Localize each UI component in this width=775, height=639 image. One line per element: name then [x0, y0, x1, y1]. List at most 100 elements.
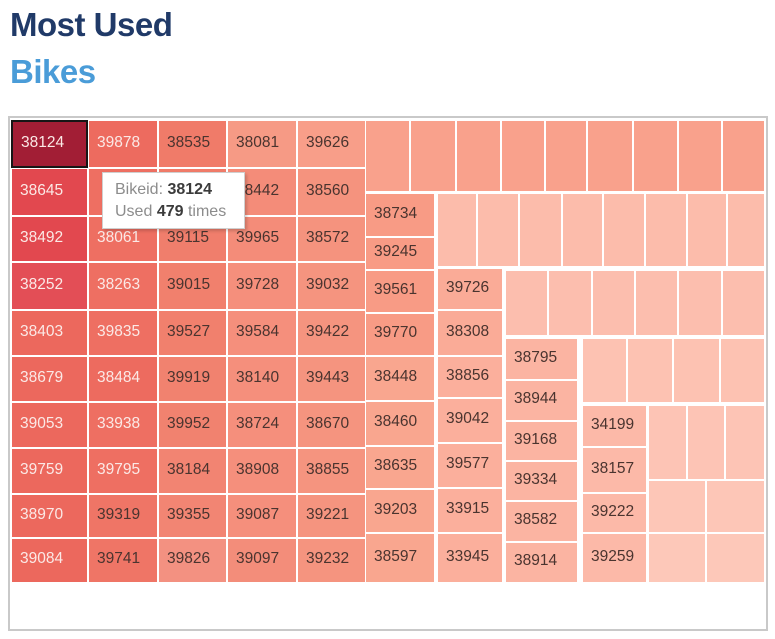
treemap-cell[interactable]: [456, 120, 501, 192]
treemap-cell-39203[interactable]: 39203: [365, 489, 435, 533]
treemap-cell[interactable]: [592, 270, 635, 336]
treemap-cell-38140[interactable]: 38140: [227, 356, 297, 402]
treemap-cell[interactable]: [725, 405, 765, 480]
treemap-cell-39577[interactable]: 39577: [437, 443, 503, 488]
treemap-cell-38252[interactable]: 38252: [11, 262, 88, 310]
treemap-cell-38855[interactable]: 38855: [297, 448, 366, 494]
treemap-cell-38484[interactable]: 38484: [88, 356, 158, 402]
treemap-cell-39319[interactable]: 39319: [88, 494, 158, 538]
treemap-cell-39355[interactable]: 39355: [158, 494, 227, 538]
treemap-cell-38157[interactable]: 38157: [582, 447, 647, 493]
treemap-cell-38944[interactable]: 38944: [505, 380, 578, 421]
treemap-cell-33945[interactable]: 33945: [437, 533, 503, 583]
treemap-cell[interactable]: [678, 120, 722, 192]
treemap-cell[interactable]: [687, 405, 725, 480]
treemap-cell-39561[interactable]: 39561: [365, 270, 435, 313]
treemap-cell-39222[interactable]: 39222: [582, 493, 647, 533]
treemap-cell[interactable]: [477, 193, 519, 267]
treemap-cell[interactable]: [648, 405, 687, 480]
treemap-cell-38492[interactable]: 38492: [11, 216, 88, 262]
treemap-cell-39795[interactable]: 39795: [88, 448, 158, 494]
treemap-cell-39422[interactable]: 39422: [297, 310, 366, 356]
treemap-cell-39042[interactable]: 39042: [437, 398, 503, 443]
treemap-cell-38970[interactable]: 38970: [11, 494, 88, 538]
treemap-cell[interactable]: [582, 338, 627, 403]
treemap-cell-38908[interactable]: 38908: [227, 448, 297, 494]
treemap-cell-38635[interactable]: 38635: [365, 446, 435, 489]
treemap-cell-39919[interactable]: 39919: [158, 356, 227, 402]
treemap-cell-39759[interactable]: 39759: [11, 448, 88, 494]
treemap-cell[interactable]: [635, 270, 678, 336]
treemap-cell-38795[interactable]: 38795: [505, 338, 578, 380]
treemap-cell-39087[interactable]: 39087: [227, 494, 297, 538]
treemap-cell-39221[interactable]: 39221: [297, 494, 366, 538]
treemap-cell-38670[interactable]: 38670: [297, 402, 366, 448]
treemap-cell-38081[interactable]: 38081: [227, 120, 297, 168]
treemap-cell[interactable]: [648, 533, 706, 583]
treemap-cell-38914[interactable]: 38914: [505, 542, 578, 583]
treemap-cell-39826[interactable]: 39826: [158, 538, 227, 583]
treemap-cell[interactable]: [410, 120, 456, 192]
treemap-cell-33938[interactable]: 33938: [88, 402, 158, 448]
treemap-cell[interactable]: [519, 193, 562, 267]
treemap-cell-38679[interactable]: 38679: [11, 356, 88, 402]
treemap-cell-39878[interactable]: 39878: [88, 120, 158, 168]
treemap-cell[interactable]: [437, 193, 477, 267]
treemap-cell-38572[interactable]: 38572: [297, 216, 366, 262]
treemap-cell-39952[interactable]: 39952: [158, 402, 227, 448]
treemap-cell-39259[interactable]: 39259: [582, 533, 647, 583]
treemap-cell[interactable]: [648, 480, 706, 533]
treemap-cell[interactable]: [706, 480, 765, 533]
treemap-cell[interactable]: [727, 193, 765, 267]
treemap-cell-38856[interactable]: 38856: [437, 356, 503, 398]
treemap-cell-39053[interactable]: 39053: [11, 402, 88, 448]
treemap-cell-39728[interactable]: 39728: [227, 262, 297, 310]
treemap-cell[interactable]: [627, 338, 673, 403]
treemap-cell[interactable]: [673, 338, 720, 403]
treemap-cell-38460[interactable]: 38460: [365, 401, 435, 446]
treemap-cell-38448[interactable]: 38448: [365, 356, 435, 401]
treemap-cell-38645[interactable]: 38645: [11, 168, 88, 216]
treemap-cell-33915[interactable]: 33915: [437, 488, 503, 533]
treemap-cell-39770[interactable]: 39770: [365, 313, 435, 356]
treemap-cell-39097[interactable]: 39097: [227, 538, 297, 583]
treemap-cell-38724[interactable]: 38724: [227, 402, 297, 448]
treemap-cell-39741[interactable]: 39741: [88, 538, 158, 583]
treemap-cell-38403[interactable]: 38403: [11, 310, 88, 356]
treemap-cell-39245[interactable]: 39245: [365, 237, 435, 270]
treemap-cell-38560[interactable]: 38560: [297, 168, 366, 216]
treemap-cell[interactable]: [545, 120, 587, 192]
treemap-cell-39334[interactable]: 39334: [505, 461, 578, 501]
treemap-cell-38308[interactable]: 38308: [437, 310, 503, 356]
treemap-cell[interactable]: [687, 193, 727, 267]
treemap-cell-39015[interactable]: 39015: [158, 262, 227, 310]
treemap-cell-38535[interactable]: 38535: [158, 120, 227, 168]
treemap-cell-38184[interactable]: 38184: [158, 448, 227, 494]
treemap-cell[interactable]: [501, 120, 545, 192]
treemap-cell-34199[interactable]: 34199: [582, 405, 647, 447]
treemap-cell[interactable]: [645, 193, 687, 267]
treemap-cell[interactable]: [587, 120, 633, 192]
treemap-cell-39584[interactable]: 39584: [227, 310, 297, 356]
treemap-cell[interactable]: [722, 120, 765, 192]
treemap-cell-38124[interactable]: 38124: [11, 120, 88, 168]
treemap-cell-39626[interactable]: 39626: [297, 120, 366, 168]
treemap-cell[interactable]: [548, 270, 592, 336]
treemap-cell-39443[interactable]: 39443: [297, 356, 366, 402]
treemap-cell-39835[interactable]: 39835: [88, 310, 158, 356]
treemap-cell[interactable]: [678, 270, 722, 336]
treemap-cell[interactable]: [365, 120, 410, 192]
treemap-cell-38597[interactable]: 38597: [365, 533, 435, 583]
treemap-cell-39232[interactable]: 39232: [297, 538, 366, 583]
treemap-cell[interactable]: [720, 338, 765, 403]
treemap-cell[interactable]: [505, 270, 548, 336]
treemap-cell-38734[interactable]: 38734: [365, 193, 435, 237]
treemap-cell-38582[interactable]: 38582: [505, 501, 578, 542]
treemap-cell[interactable]: [706, 533, 765, 583]
treemap-cell[interactable]: [603, 193, 645, 267]
treemap-cell[interactable]: [633, 120, 678, 192]
treemap-cell[interactable]: [722, 270, 765, 336]
treemap-cell-39726[interactable]: 39726: [437, 268, 503, 310]
treemap-cell-39084[interactable]: 39084: [11, 538, 88, 583]
treemap-cell-39032[interactable]: 39032: [297, 262, 366, 310]
